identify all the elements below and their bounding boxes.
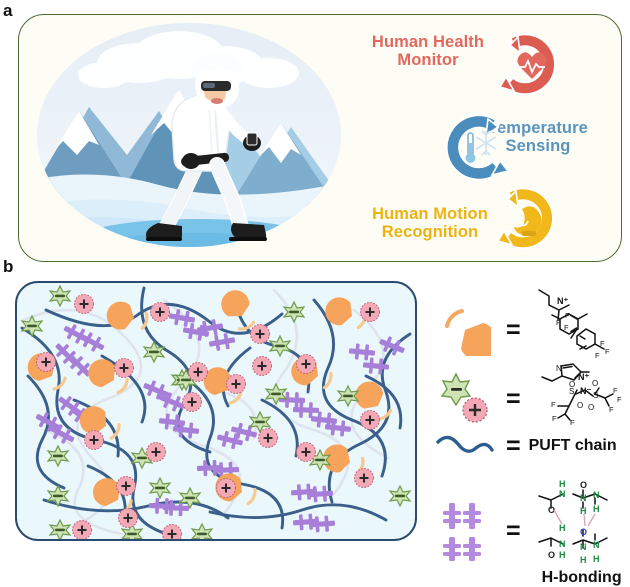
legend-symbol-orange-cation — [424, 304, 506, 356]
svg-text:F: F — [552, 414, 557, 423]
svg-text:F: F — [556, 318, 561, 327]
minus-sign — [451, 387, 462, 391]
svg-text:H: H — [593, 554, 600, 564]
heart-pulse-cycle-icon — [498, 33, 556, 96]
svg-text:F: F — [565, 311, 570, 320]
legend-symbol-ion-pair — [424, 368, 506, 430]
svg-text:F: F — [617, 395, 622, 404]
svg-text:O: O — [592, 379, 598, 388]
label-human-health-monitor: Human Health Monitor — [352, 33, 504, 70]
svg-text:N: N — [580, 542, 587, 552]
svg-text:S: S — [569, 387, 574, 396]
polymer-chains — [20, 286, 412, 538]
svg-text:F: F — [600, 339, 605, 348]
svg-text:H: H — [559, 479, 566, 489]
equals-sign-ionic: = — [506, 384, 521, 413]
svg-text:H: H — [593, 504, 600, 514]
plus-sign — [469, 403, 481, 416]
svg-text:H: H — [580, 555, 587, 565]
svg-text:O: O — [569, 380, 575, 389]
panel-a-feature-labels: Human Health Monitor Temperature Sensing — [344, 15, 621, 261]
svg-text:F: F — [564, 323, 569, 332]
label-temperature-sensing: Temperature Sensing — [462, 119, 614, 156]
hydrogen-bond-dashes — [553, 509, 596, 527]
ionic-liquid-cations — [36, 294, 380, 540]
glove-back — [182, 153, 200, 169]
legend-symbol-polymer-chain — [424, 432, 506, 460]
motion-line1: Human Motion — [372, 205, 488, 223]
svg-text:H: H — [559, 550, 566, 560]
svg-text:H: H — [559, 523, 566, 533]
runner-snow-scene — [37, 23, 341, 247]
snowflake-glyph — [475, 130, 497, 156]
svg-text:H: H — [580, 506, 587, 516]
panel-label-a: a — [3, 1, 13, 20]
legend-row-h-bonding: = N H O N H N — [424, 474, 630, 587]
temp-line2: Sensing — [505, 137, 571, 156]
legend-row-ionic-liquid: = N⁺ N N⁻ S S O — [424, 360, 630, 437]
svg-text:F: F — [609, 405, 614, 414]
svg-text:N: N — [556, 364, 562, 373]
glove-front-with-device — [243, 132, 261, 151]
legend-row-puft-chain: = PUFT chain — [424, 432, 617, 460]
motion-line2: Recognition — [381, 223, 479, 242]
equals-sign-chain: = — [506, 432, 521, 460]
svg-text:F: F — [570, 418, 575, 427]
svg-text:N: N — [559, 539, 566, 549]
panel-b-legend: = N⁺ F F F F — [424, 278, 630, 586]
runner-figure — [146, 51, 267, 241]
flexed-bicep-cycle-icon — [496, 187, 554, 250]
svg-text:O: O — [577, 401, 583, 410]
panel-b-network-schematic — [15, 281, 417, 541]
svg-text:N: N — [593, 490, 600, 500]
boot-back — [146, 223, 182, 241]
anion-cation-pair-icon — [440, 371, 488, 423]
svg-text:F: F — [551, 400, 556, 409]
svg-text:F: F — [613, 386, 618, 395]
structure-quaternary-ammonium-biphenyl: N⁺ F F F F F F — [525, 284, 630, 375]
label-human-motion-recognition: Human Motion Recognition — [350, 205, 510, 242]
legend-caption-h-bonding: H-bonding — [541, 569, 622, 586]
svg-text:O: O — [548, 550, 555, 560]
temp-line1: Temperature — [488, 119, 588, 137]
head-with-goggles — [191, 51, 243, 111]
equals-sign-hbond: = — [506, 516, 521, 545]
health-line1: Human Health — [371, 33, 485, 51]
boot-front — [229, 223, 267, 241]
svg-text:N: N — [580, 493, 587, 503]
svg-text:O: O — [580, 480, 587, 490]
anion-particles — [20, 284, 412, 540]
svg-text:N: N — [593, 540, 600, 550]
svg-text:N⁻: N⁻ — [580, 386, 591, 396]
structure-urea-hbond: N H O N H N H O N H O N H N H O H — [525, 474, 630, 587]
svg-text:F: F — [605, 347, 610, 356]
orange-pacman-icon — [445, 308, 491, 356]
svg-text:N⁺: N⁺ — [578, 372, 589, 382]
panel-label-b: b — [3, 257, 14, 276]
svg-text:F: F — [595, 351, 600, 360]
legend-caption-puft-chain: PUFT chain — [528, 437, 617, 454]
svg-text:O: O — [548, 505, 555, 515]
svg-text:O: O — [580, 527, 587, 537]
svg-text:O: O — [588, 403, 594, 412]
health-line2: Monitor — [397, 51, 459, 70]
equals-sign-cation: = — [506, 315, 521, 344]
thermometer-glyph — [465, 132, 476, 163]
thermometer-snowflake-cycle-icon — [445, 113, 510, 181]
svg-text:S: S — [593, 391, 598, 400]
structure-emim-tfsi: N⁺ N N⁻ S S O O O O F F F F F F — [525, 360, 630, 437]
blue-wavy-chain-icon — [436, 435, 494, 453]
svg-text:N: N — [559, 489, 566, 499]
chem-label-N-plus: N⁺ — [557, 296, 568, 306]
panel-a-application-overview: Human Health Monitor Temperature Sensing — [18, 14, 622, 262]
legend-row-cation: = N⁺ F F F F — [424, 284, 630, 375]
